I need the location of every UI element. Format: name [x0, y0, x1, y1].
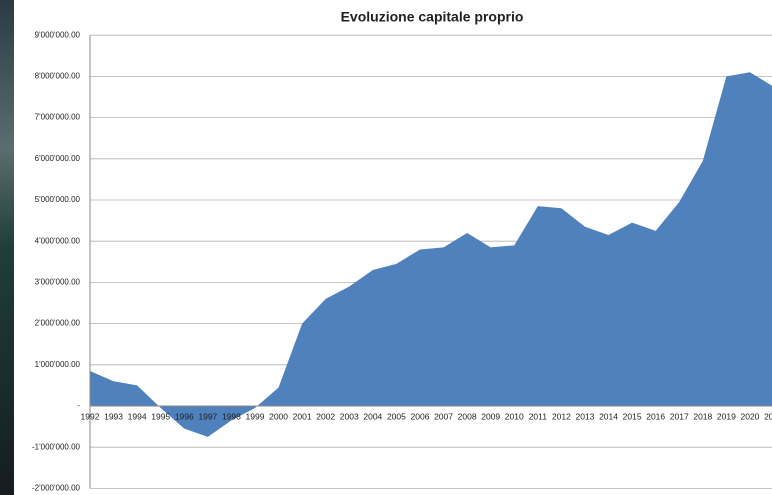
x-tick-label: 2016 [646, 411, 665, 421]
y-tick-label: 1'000'000.00 [35, 360, 81, 369]
x-tick-label: 2007 [434, 411, 453, 421]
background-strip [0, 0, 14, 495]
y-tick-label: 2'000'000.00 [35, 319, 81, 328]
x-tick-label: 2012 [552, 411, 571, 421]
x-tick-label: 2010 [505, 411, 524, 421]
x-tick-label: 1997 [198, 411, 217, 421]
x-tick-label: 1995 [151, 411, 170, 421]
x-tick-label: 1999 [246, 411, 265, 421]
x-tick-label: 2017 [670, 411, 689, 421]
y-tick-label: -2'000'000.00 [32, 484, 81, 493]
x-tick-label: 2006 [411, 411, 430, 421]
x-tick-label: 2013 [576, 411, 595, 421]
x-tick-label: 2021 [764, 411, 772, 421]
x-tick-label: 2002 [316, 411, 335, 421]
x-tick-label: 1996 [175, 411, 194, 421]
y-tick-label: 8'000'000.00 [35, 72, 81, 81]
y-tick-label: 4'000'000.00 [35, 236, 81, 245]
x-tick-label: 2001 [293, 411, 312, 421]
y-tick-label: 6'000'000.00 [35, 154, 81, 163]
y-tick-label: -1'000'000.00 [32, 442, 81, 451]
x-tick-label: 2004 [363, 411, 382, 421]
x-tick-label: 2019 [717, 411, 736, 421]
chart-title: Evoluzione capitale proprio [341, 9, 524, 25]
y-tick-label: 5'000'000.00 [35, 195, 81, 204]
area [90, 72, 772, 437]
y-tick-label: 9'000'000.00 [35, 30, 81, 39]
y-tick-label: - [77, 401, 80, 410]
x-tick-label: 2018 [693, 411, 712, 421]
x-tick-label: 2003 [340, 411, 359, 421]
x-tick-label: 2009 [481, 411, 500, 421]
x-tick-label: 2008 [458, 411, 477, 421]
x-tick-label: 1998 [222, 411, 241, 421]
x-tick-label: 2000 [269, 411, 288, 421]
x-tick-label: 2005 [387, 411, 406, 421]
chart: Evoluzione capitale proprio -2'000'000.0… [0, 0, 772, 495]
x-tick-label: 2011 [529, 411, 548, 421]
page: Evoluzione capitale proprio -2'000'000.0… [0, 0, 772, 495]
x-tick-label: 2015 [623, 411, 642, 421]
y-tick-label: 7'000'000.00 [35, 113, 81, 122]
x-tick-label: 2020 [740, 411, 759, 421]
x-tick-label: 1993 [104, 411, 123, 421]
x-tick-label: 1994 [128, 411, 147, 421]
y-tick-label: 3'000'000.00 [35, 278, 81, 287]
x-tick-label: 2014 [599, 411, 618, 421]
